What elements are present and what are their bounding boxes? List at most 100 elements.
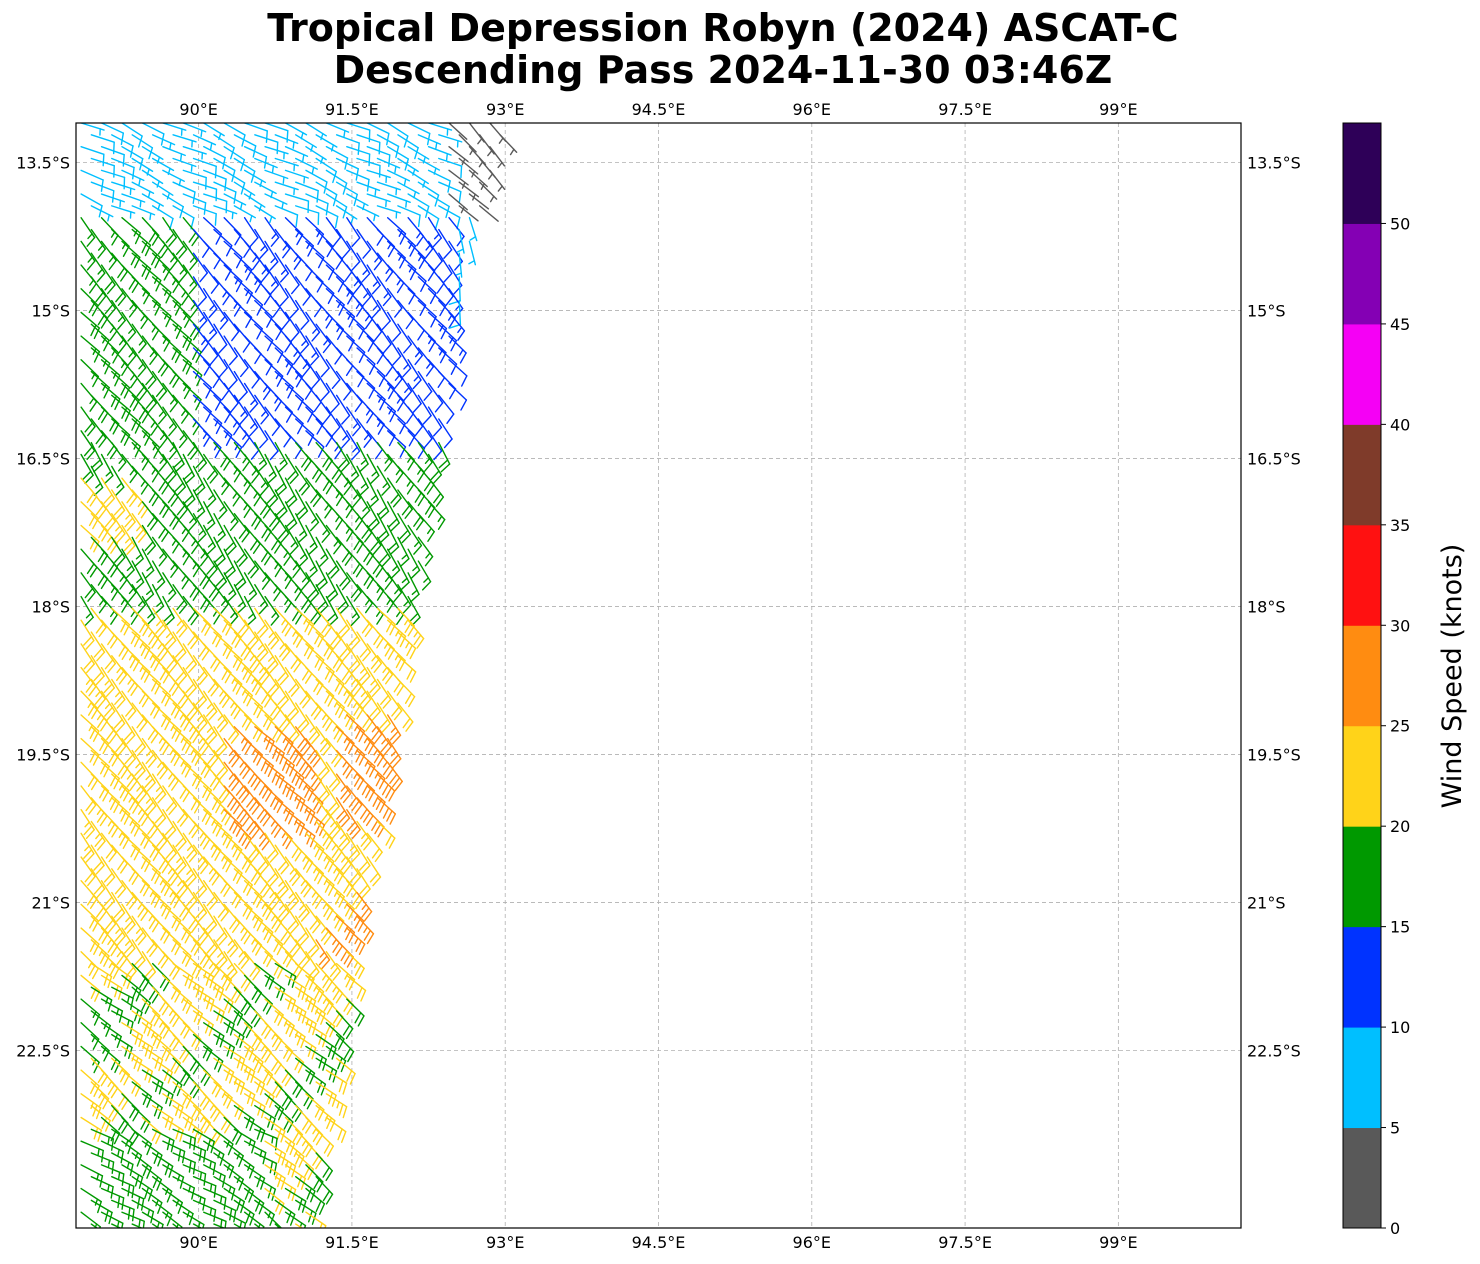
wind-barb: [325, 359, 341, 390]
wind-barb: [100, 264, 116, 295]
wind-barb: [121, 974, 142, 1002]
wind-barb: [448, 217, 465, 247]
wind-barb: [111, 299, 126, 330]
wind-barb: [346, 927, 366, 956]
wind-barb: [295, 868, 312, 898]
wind-barb: [151, 441, 168, 472]
wind-barb: [376, 228, 396, 258]
wind-barb: [223, 761, 240, 792]
wind-barb: [254, 347, 273, 376]
wind-barb: [80, 1069, 100, 1097]
wind-barb: [386, 524, 400, 556]
x-tick-label-top: 96°E: [793, 100, 831, 119]
wind-barb: [274, 868, 289, 899]
wind-barb: [295, 1223, 304, 1228]
wind-barb: [131, 962, 150, 992]
wind-barb: [254, 584, 269, 615]
wind-barb: [295, 323, 310, 354]
wind-barb: [356, 844, 371, 875]
wind-barb: [264, 406, 281, 437]
wind-barb: [468, 240, 477, 266]
wind-barb: [213, 1199, 237, 1223]
wind-barb: [274, 228, 291, 259]
wind-barb: [80, 1187, 102, 1214]
wind-barb: [335, 228, 351, 259]
wind-barb: [141, 430, 161, 459]
wind-barb: [141, 169, 164, 188]
wind-barb: [233, 512, 250, 543]
wind-barb: [315, 939, 331, 970]
wind-barb: [131, 749, 146, 780]
wind-barb: [448, 169, 469, 189]
wind-barb: [397, 347, 412, 378]
wind-barb: [417, 560, 432, 591]
colorbar-segment-7: [1343, 424, 1381, 526]
wind-barb: [172, 844, 187, 875]
wind-barb: [274, 797, 295, 825]
wind-barb: [243, 1069, 266, 1096]
wind-barb: [315, 1010, 336, 1038]
wind-barb: [366, 832, 383, 863]
wind-barb: [203, 714, 218, 745]
wind-barb: [121, 335, 137, 366]
wind-barb: [448, 335, 467, 364]
wind-barb: [489, 123, 507, 144]
wind-barb: [427, 145, 452, 161]
wind-barb: [295, 181, 319, 203]
wind-barb: [417, 394, 432, 425]
wind-barb: [100, 145, 125, 167]
wind-barb: [366, 477, 379, 508]
wind-barb: [192, 181, 218, 202]
wind-barb: [151, 820, 168, 851]
wind-barb: [356, 489, 371, 520]
wind-barb: [223, 311, 240, 342]
wind-barb: [80, 998, 101, 1026]
wind-barb: [131, 986, 151, 1015]
colorbar-tick-label: 20: [1390, 817, 1410, 836]
wind-barb: [315, 584, 329, 615]
wind-barb: [233, 394, 249, 425]
wind-barb: [366, 169, 391, 184]
wind-barb: [203, 1045, 224, 1073]
wind-barb: [100, 1140, 124, 1164]
wind-barb: [80, 927, 100, 956]
wind-barb: [264, 737, 285, 765]
wind-barb: [203, 145, 226, 170]
wind-barb: [274, 441, 288, 473]
wind-barb: [295, 891, 310, 922]
wind-barb: [111, 962, 132, 989]
wind-barb: [356, 678, 372, 709]
wind-barb: [386, 737, 402, 768]
wind-barb: [284, 193, 310, 214]
wind-barb: [182, 690, 199, 721]
wind-barb: [417, 205, 440, 231]
wind-barb: [254, 418, 269, 449]
wind-barb: [264, 595, 280, 626]
wind-barb: [172, 868, 188, 898]
wind-barb: [80, 335, 101, 363]
wind-barb: [366, 643, 383, 673]
wind-barb: [478, 157, 496, 180]
wind-barb: [305, 572, 320, 603]
wind-barb: [356, 655, 371, 686]
wind-barb: [243, 572, 258, 603]
wind-barb: [284, 785, 306, 812]
wind-barb: [121, 217, 142, 245]
wind-barb: [162, 595, 175, 627]
wind-barb: [407, 548, 421, 579]
wind-barb: [325, 524, 342, 555]
wind-barb: [448, 311, 466, 341]
wind-barb: [274, 134, 299, 149]
wind-barb: [162, 572, 177, 603]
wind-barb: [131, 205, 156, 221]
wind-barb: [499, 134, 518, 156]
wind-barb: [243, 1211, 265, 1228]
wind-barb: [438, 205, 461, 230]
wind-barb: [121, 690, 137, 721]
wind-barb: [213, 915, 228, 946]
wind-barb: [182, 785, 202, 814]
wind-barb: [213, 512, 226, 544]
wind-barb: [295, 678, 311, 709]
y-tick-label-right: 13.5°S: [1247, 153, 1301, 172]
wind-barb: [315, 536, 329, 568]
